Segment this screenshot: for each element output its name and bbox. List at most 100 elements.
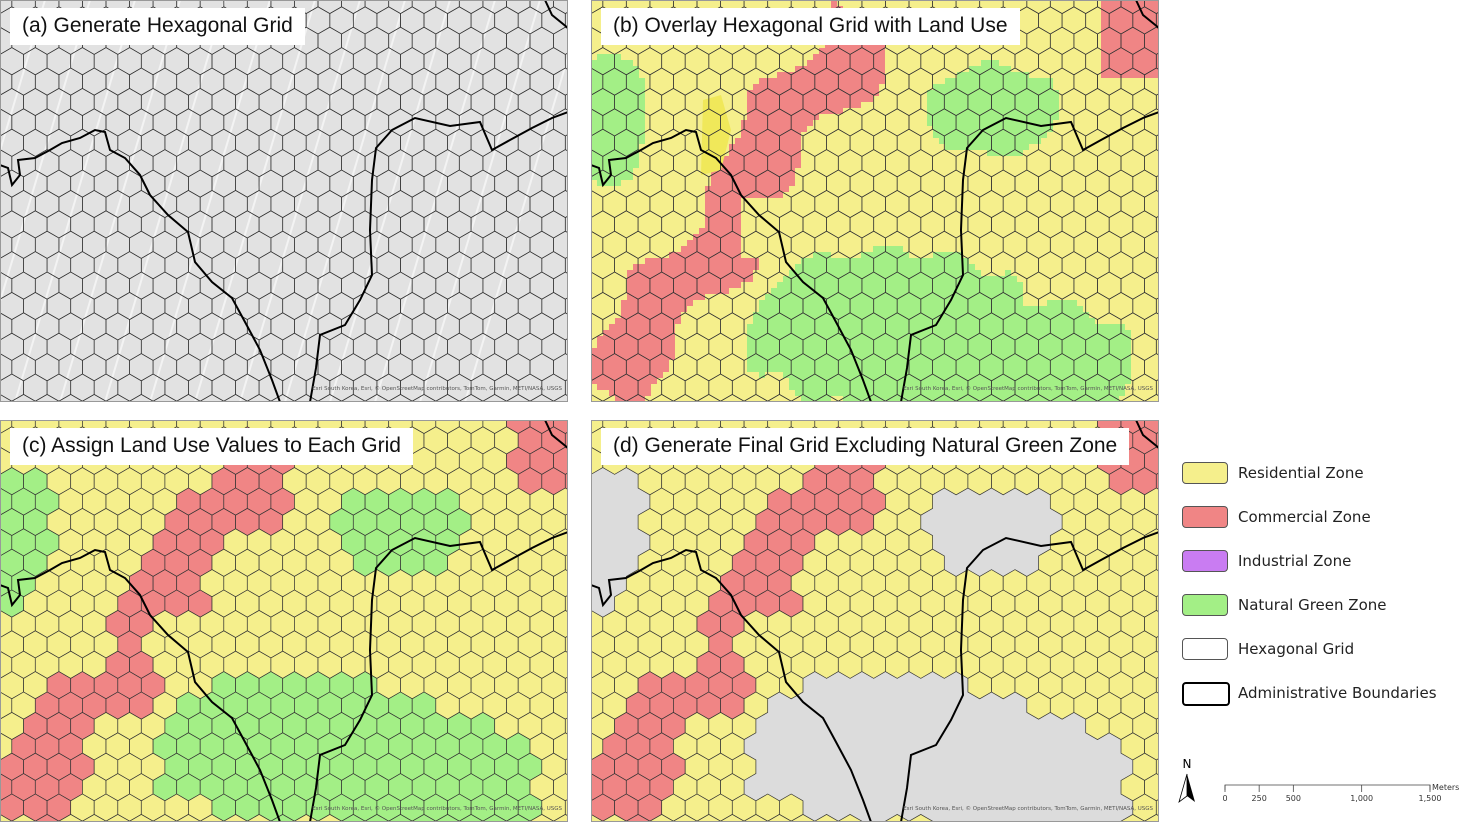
land-use-area [873,216,880,223]
land-use-area [591,132,598,139]
land-use-area [831,252,838,259]
land-use-area [747,72,754,79]
land-use-area [729,210,736,217]
land-use-area [831,180,838,187]
land-use-area [1077,108,1084,115]
land-use-area [1071,222,1078,229]
land-use-area [909,174,916,181]
land-use-area [627,228,634,235]
land-use-area [1119,132,1126,139]
land-use-area [729,156,736,163]
land-use-area [771,84,778,91]
land-use-area [639,198,646,205]
land-use-area [1101,0,1108,7]
land-use-area [1065,96,1072,103]
land-use-area [1071,96,1078,103]
land-use-area [1107,240,1114,247]
land-use-area [771,96,778,103]
land-use-area [729,168,736,175]
land-use-area [693,84,700,91]
land-use-area [753,126,760,133]
land-use-area [1101,72,1108,79]
land-use-area [927,234,934,241]
land-use-area [789,258,796,265]
land-use-area [1011,180,1018,187]
land-use-area [819,60,826,67]
land-use-area [789,60,796,67]
land-use-area [1047,18,1054,25]
land-use-area [975,120,982,127]
land-use-area [1089,48,1096,55]
land-use-area [1125,66,1132,73]
land-use-area [615,114,622,121]
land-use-area [849,168,856,175]
land-use-area [963,84,970,91]
land-use-area [705,258,712,265]
land-use-area [999,198,1006,205]
land-use-area [849,132,856,139]
land-use-area [687,240,694,247]
land-use-area [753,204,760,211]
land-use-area [825,90,832,97]
land-use-area [933,174,940,181]
land-use-area [711,42,718,49]
land-use-area [861,270,868,277]
land-use-area [825,108,832,115]
land-use-area [735,198,742,205]
land-use-area [1101,144,1108,151]
land-use-area [723,264,730,271]
land-use-area [1047,102,1054,109]
land-use-area [927,144,934,151]
land-use-area [975,204,982,211]
land-use-area [825,114,832,121]
land-use-area [681,96,688,103]
land-use-area [603,132,610,139]
land-use-area [759,162,766,169]
land-use-area [975,168,982,175]
land-use-area [747,174,754,181]
land-use-area [1089,180,1096,187]
land-use-area [693,162,700,169]
land-use-area [903,222,910,229]
land-use-area [903,96,910,103]
land-use-area [1107,246,1114,253]
land-use-area [1041,138,1048,145]
land-use-area [909,108,916,115]
land-use-area [1035,246,1042,253]
land-use-area [639,150,646,157]
land-use-area [939,126,946,133]
land-use-area [1125,24,1132,31]
land-use-area [1155,114,1159,121]
land-use-area [765,42,772,49]
land-use-area [927,78,934,85]
land-use-area [1029,144,1036,151]
land-use-area [1113,186,1120,193]
land-use-area [615,174,622,181]
land-use-area [837,126,844,133]
land-use-area [981,186,988,193]
land-use-area [609,198,616,205]
land-use-area [855,60,862,67]
land-use-area [1041,210,1048,217]
land-use-area [957,138,964,145]
land-use-area [891,132,898,139]
land-use-area [855,234,862,241]
land-use-area [603,60,610,67]
land-use-area [1035,36,1042,43]
land-use-area [861,138,868,145]
land-use-area [699,180,706,187]
land-use-area [1071,228,1078,235]
land-use-area [1029,192,1036,199]
land-use-area [597,120,604,127]
land-use-area [849,186,856,193]
land-use-area [1047,186,1054,193]
land-use-area [909,180,916,187]
land-use-area [1125,48,1132,55]
land-use-area [1095,192,1102,199]
land-use-area [897,210,904,217]
land-use-area [825,126,832,133]
land-use-area [801,72,808,79]
land-use-area [609,138,616,145]
land-use-area [795,156,802,163]
land-use-area [1125,168,1132,175]
